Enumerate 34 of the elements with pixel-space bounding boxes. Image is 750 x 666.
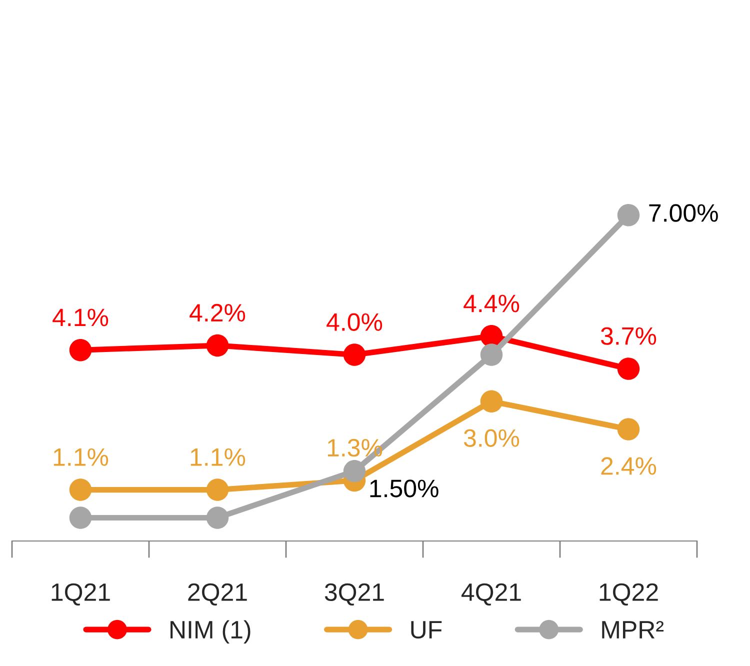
data-label: 4.0% xyxy=(326,313,382,331)
x-tick-label: 3Q21 xyxy=(324,583,384,606)
point xyxy=(206,478,229,501)
data-label: 4.4% xyxy=(464,294,520,312)
data-label: 4.1% xyxy=(52,308,108,326)
point xyxy=(480,390,503,412)
data-label: 3.0% xyxy=(464,429,520,447)
point xyxy=(206,334,229,357)
point xyxy=(480,325,503,348)
x-tick-label: 4Q21 xyxy=(462,583,521,606)
x-tick-label: 1Q22 xyxy=(600,583,658,606)
data-label: 7.00% xyxy=(649,204,718,222)
legend-label: NIM (1) xyxy=(170,620,250,644)
point xyxy=(617,418,640,440)
point xyxy=(343,344,366,366)
legend-label: UF xyxy=(411,621,442,639)
data-label: 3.7% xyxy=(600,327,656,345)
data-label: 1.50% xyxy=(370,480,438,498)
point xyxy=(206,506,229,529)
point xyxy=(69,478,92,501)
point xyxy=(69,339,92,362)
data-label: 2.4% xyxy=(601,457,656,475)
point xyxy=(617,358,640,380)
legend-label: MPR² xyxy=(602,620,664,638)
data-label: 1.3% xyxy=(328,438,382,457)
data-label: 4.2% xyxy=(190,304,246,322)
point xyxy=(343,460,366,482)
point xyxy=(69,506,92,529)
point xyxy=(480,344,503,366)
x-tick-label: 1Q21 xyxy=(52,583,110,606)
data-label: 1.1% xyxy=(54,448,108,466)
point xyxy=(617,204,640,226)
x-tick-label: 2Q21 xyxy=(188,583,247,606)
data-label: 1.1% xyxy=(190,448,246,466)
